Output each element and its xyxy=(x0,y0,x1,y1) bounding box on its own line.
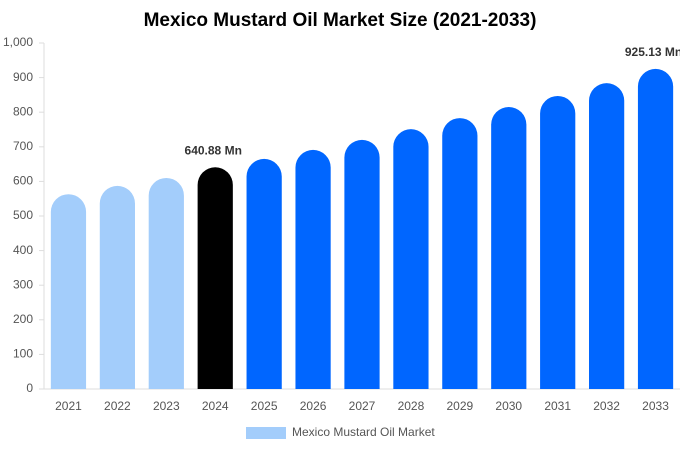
bar xyxy=(637,68,674,389)
x-tick-label: 2033 xyxy=(642,399,669,413)
legend-swatch xyxy=(246,427,286,439)
x-tick-label: 2027 xyxy=(349,399,376,413)
bar xyxy=(491,107,527,389)
bar xyxy=(246,158,282,389)
x-tick-label: 2031 xyxy=(544,399,571,413)
bar xyxy=(50,194,87,389)
y-tick-label: 800 xyxy=(13,104,33,118)
y-tick-label: 400 xyxy=(13,243,33,257)
bar xyxy=(393,129,429,390)
y-tick-label: 100 xyxy=(13,347,33,361)
x-tick-label: 2028 xyxy=(398,399,425,413)
bar xyxy=(589,83,625,389)
x-tick-label: 2030 xyxy=(495,399,522,413)
bar xyxy=(197,167,233,389)
bar xyxy=(540,95,576,390)
bar xyxy=(148,177,184,389)
value-label: 640.88 Mn xyxy=(185,143,242,157)
x-tick-label: 2024 xyxy=(202,399,229,413)
y-tick-label: 500 xyxy=(13,208,33,222)
bar xyxy=(99,185,135,389)
bar xyxy=(344,139,380,389)
bar xyxy=(295,149,331,389)
y-tick-label: 0 xyxy=(26,381,33,395)
y-tick-label: 300 xyxy=(13,277,33,291)
y-tick-label: 600 xyxy=(13,174,33,188)
x-tick-label: 2026 xyxy=(300,399,327,413)
y-tick-label: 1,000 xyxy=(3,35,33,49)
y-tick-label: 200 xyxy=(13,312,33,326)
x-tick-label: 2021 xyxy=(55,399,82,413)
legend-label: Mexico Mustard Oil Market xyxy=(292,425,435,439)
x-tick-label: 2025 xyxy=(251,399,278,413)
y-tick-label: 700 xyxy=(13,139,33,153)
y-tick-label: 900 xyxy=(13,70,33,84)
x-tick-label: 2032 xyxy=(593,399,620,413)
x-tick-label: 2023 xyxy=(153,399,180,413)
chart-title: Mexico Mustard Oil Market Size (2021-203… xyxy=(144,10,537,31)
bar xyxy=(442,118,478,389)
x-tick-label: 2022 xyxy=(104,399,131,413)
value-label: 925.13 Mn xyxy=(625,45,680,59)
x-tick-label: 2029 xyxy=(446,399,473,413)
